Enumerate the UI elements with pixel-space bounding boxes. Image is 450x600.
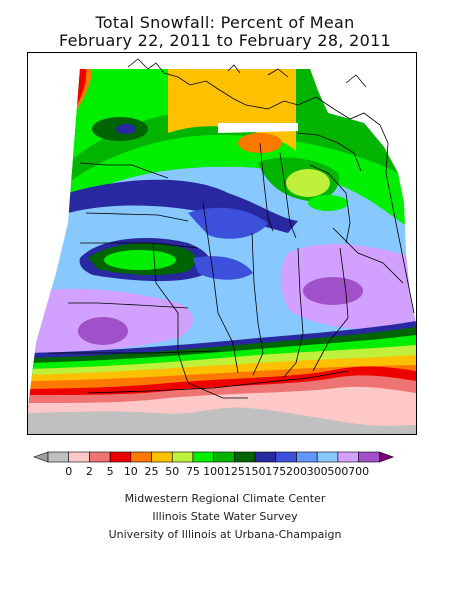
credit-mrcc: Midwestern Regional Climate Center <box>124 492 326 505</box>
legend-swatch <box>89 451 111 463</box>
border-lake-huron <box>309 164 351 244</box>
border-oh-pa <box>312 247 349 372</box>
contour-south-gray <box>28 407 416 434</box>
border-in-oh <box>282 247 304 379</box>
border-upper-michigan <box>297 132 362 172</box>
credit-isws: Illinois State Water Survey <box>152 510 298 523</box>
contour-ks-violet <box>78 317 128 345</box>
contour-mi-light-green <box>308 195 348 211</box>
legend-swatch <box>47 451 70 463</box>
border-lake-erie <box>332 227 404 284</box>
state-boundaries <box>48 132 404 399</box>
canada-lake-2 <box>267 68 289 78</box>
legend-swatch <box>171 451 194 463</box>
border-ok-ar <box>87 382 259 394</box>
legend-label: 75 <box>186 465 200 478</box>
contour-mi-yellowgreen <box>286 169 330 197</box>
contour-mn-blue <box>116 124 136 134</box>
legend-label: 25 <box>145 465 159 478</box>
border-lake-michigan-east <box>279 152 297 239</box>
legend-bar: 0 2 5 10 25 50 75 100 125 150 175 200 300 500 700 <box>33 451 395 478</box>
legend-high-arrow <box>378 451 395 463</box>
legend-label: 700 <box>348 465 369 478</box>
map-frame <box>27 52 417 435</box>
legend-swatch <box>234 451 256 463</box>
border-il-west <box>202 202 239 374</box>
contour-oh-violet <box>303 277 363 305</box>
legend-low-arrow <box>33 451 49 463</box>
snowfall-map <box>28 58 416 434</box>
legend-label: 150 <box>245 465 266 478</box>
canada-shoreline <box>127 58 415 314</box>
legend-label: 125 <box>224 465 245 478</box>
lake-superior-gap <box>218 123 298 133</box>
legend-swatch <box>275 451 297 463</box>
legend-swatch <box>192 451 214 463</box>
contour-ia-green <box>104 250 176 270</box>
canada-lake-1 <box>227 64 241 74</box>
border-sd-mn <box>85 212 189 222</box>
legend-swatch <box>130 451 152 463</box>
legend-label: 0 <box>65 465 72 478</box>
legend-label: 500 <box>327 465 348 478</box>
border-ks-ok <box>48 350 219 354</box>
border-mo <box>152 242 248 399</box>
legend-label: 300 <box>307 465 328 478</box>
canada-lake-3 <box>345 74 367 88</box>
credit-uiuc: University of Illinois at Urbana-Champai… <box>108 528 342 541</box>
legend-swatch <box>337 451 359 463</box>
legend-swatch <box>213 451 235 463</box>
map-title: Total Snowfall: Percent of Mean <box>95 13 355 32</box>
map-date-range: February 22, 2011 to February 28, 2011 <box>58 31 392 50</box>
border-nd-mn <box>79 162 169 179</box>
legend-swatch <box>316 451 339 463</box>
snowfall-contours <box>28 69 416 434</box>
legend-swatch <box>254 451 277 463</box>
canada-coastline <box>127 58 415 314</box>
border-lake-michigan-west <box>259 142 274 232</box>
legend-label: 50 <box>165 465 179 478</box>
border-il-in <box>251 232 264 376</box>
contour-il-blue <box>193 256 253 280</box>
border-ne-ks <box>68 302 189 309</box>
legend-swatch <box>109 451 132 463</box>
contour-wi-blue <box>188 207 268 239</box>
legend-label: 2 <box>86 465 93 478</box>
legend-label: 200 <box>286 465 307 478</box>
border-ky-tn <box>257 370 349 384</box>
legend-swatch <box>358 451 380 463</box>
legend-swatch <box>296 451 318 463</box>
legend-label: 5 <box>107 465 114 478</box>
legend-swatch <box>151 451 173 463</box>
legend-label: 10 <box>124 465 138 478</box>
color-legend: 0 2 5 10 25 50 75 100 125 150 175 200 300 500 700 <box>0 448 450 484</box>
legend-label: 175 <box>265 465 286 478</box>
legend-swatch <box>68 451 90 463</box>
legend-label: 100 <box>203 465 224 478</box>
